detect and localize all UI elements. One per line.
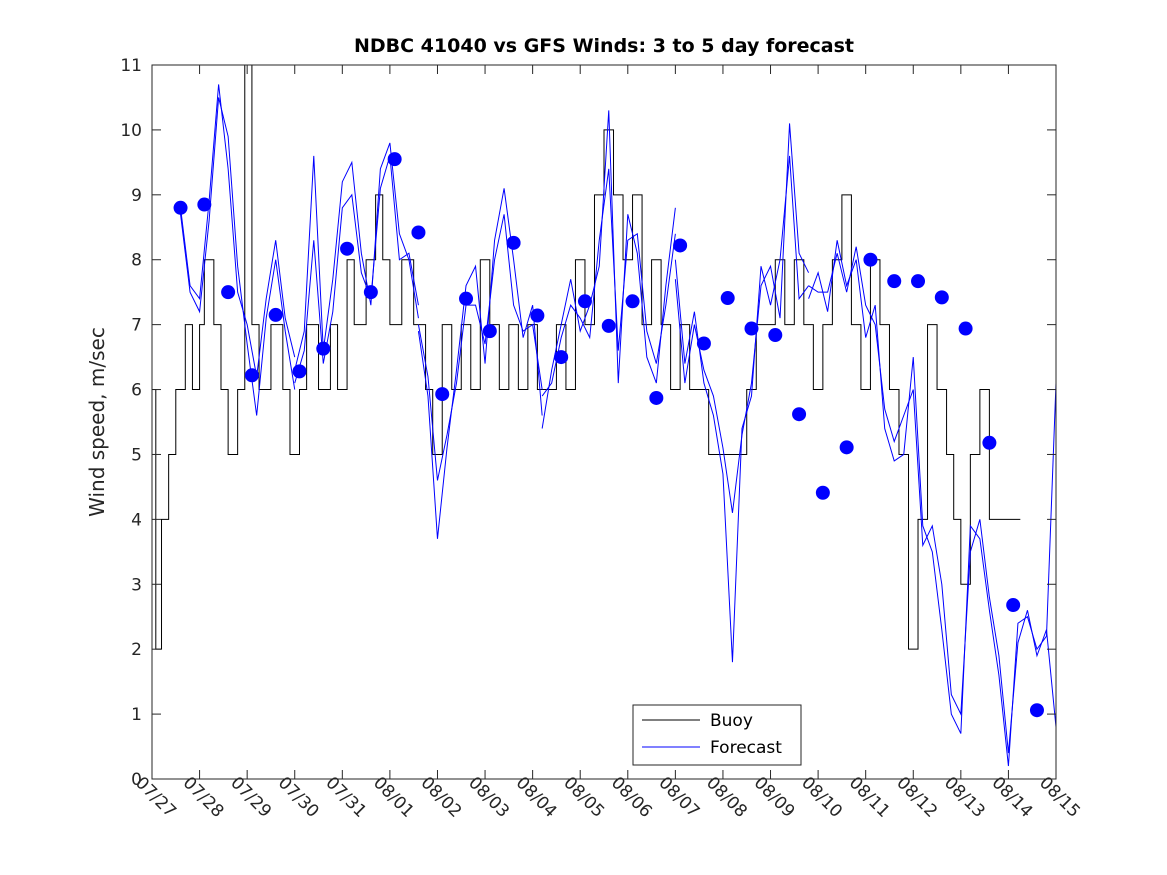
x-tick-label: 07/29 [226, 773, 275, 822]
x-tick-label: 08/10 [797, 773, 846, 822]
x-tick-label: 08/12 [892, 773, 941, 822]
forecast-marker [387, 152, 402, 167]
forecast-marker [839, 440, 854, 455]
forecast-marker [268, 307, 283, 322]
legend-forecast-label: Forecast [710, 738, 782, 758]
forecast-marker [530, 308, 545, 323]
y-tick-label: 7 [131, 316, 142, 336]
legend-buoy-label: Buoy [710, 711, 753, 731]
x-tick-label: 08/14 [988, 773, 1037, 822]
x-tick-label: 08/04 [512, 773, 561, 822]
legend: Buoy Forecast [632, 704, 802, 766]
forecast-marker [363, 285, 378, 300]
plot-frame [151, 64, 1057, 780]
x-tick-label: 07/31 [321, 773, 370, 822]
forecast-marker [554, 350, 569, 365]
forecast-marker [316, 341, 331, 356]
forecast-run-line [541, 110, 676, 429]
forecast-marker [435, 387, 450, 402]
legend-box [632, 704, 802, 766]
forecast-marker [673, 238, 688, 253]
forecast-run-line [417, 214, 543, 481]
forecast-marker [292, 364, 307, 379]
x-tick-label: 08/13 [940, 773, 989, 822]
forecast-marker [744, 321, 759, 336]
forecast-marker [982, 435, 997, 450]
y-tick-label: 2 [131, 640, 142, 660]
forecast-marker [173, 200, 188, 215]
forecast-marker [911, 274, 926, 289]
x-tick-label: 08/09 [750, 773, 799, 822]
forecast-marker [887, 274, 902, 289]
forecast-run-line [294, 155, 419, 384]
forecast-marker [601, 318, 616, 333]
forecast-marker [768, 328, 783, 343]
forecast-marker [934, 290, 949, 305]
forecast-marker [863, 252, 878, 267]
forecast-run-line [180, 97, 296, 416]
x-tick-label: 08/11 [845, 773, 894, 822]
forecast-marker [506, 235, 521, 250]
chart-title: NDBC 41040 vs GFS Winds: 3 to 5 day fore… [354, 35, 854, 57]
forecast-run-line [417, 188, 543, 539]
forecast-marker [1029, 703, 1044, 718]
y-tick-label: 0 [131, 770, 142, 790]
forecast-marker [459, 291, 474, 306]
forecast-run-line [674, 155, 809, 663]
forecast-marker [792, 407, 807, 422]
forecast-run-line [808, 246, 1057, 754]
y-tick-label: 9 [131, 186, 142, 206]
y-tick-label: 5 [131, 445, 142, 465]
forecast-series [180, 84, 1057, 767]
y-tick-label: 3 [131, 575, 142, 595]
forecast-markers [173, 152, 1044, 718]
forecast-marker [696, 336, 711, 351]
y-tick-label: 11 [120, 56, 142, 76]
y-tick-label: 6 [131, 381, 142, 401]
x-tick-label: 08/08 [702, 773, 751, 822]
forecast-marker [244, 368, 259, 383]
y-tick-label: 4 [131, 510, 142, 530]
forecast-marker [958, 321, 973, 336]
forecast-marker [815, 485, 830, 500]
x-tick-label: 08/06 [607, 773, 656, 822]
x-tick-label: 08/05 [559, 773, 608, 822]
x-tick-label: 07/30 [274, 773, 323, 822]
forecast-marker [649, 390, 664, 405]
forecast-marker [482, 324, 497, 339]
forecast-marker [625, 294, 640, 309]
x-tick-label: 08/02 [417, 773, 466, 822]
y-tick-label: 8 [131, 251, 142, 271]
y-tick-label: 1 [131, 705, 142, 725]
forecast-run-line [541, 168, 676, 397]
x-tick-label: 08/01 [369, 773, 418, 822]
y-axis-label: Wind speed, m/sec [85, 327, 109, 517]
forecast-marker [221, 285, 236, 300]
forecast-marker [197, 197, 212, 212]
forecast-marker [1006, 598, 1021, 613]
x-tick-label: 07/27 [131, 773, 180, 822]
forecast-marker [720, 291, 735, 306]
x-tick-label: 07/28 [179, 773, 228, 822]
x-tick-label: 08/15 [1035, 773, 1084, 822]
y-axis: 0 1 2 3 4 5 6 7 8 9 10 11 [120, 56, 1056, 790]
x-tick-label: 08/07 [655, 773, 704, 822]
forecast-marker [577, 294, 592, 309]
x-tick-label: 08/03 [464, 773, 513, 822]
forecast-marker [340, 241, 355, 256]
y-tick-label: 10 [120, 121, 142, 141]
forecast-marker [411, 225, 426, 240]
forecast-run-line [180, 84, 296, 377]
forecast-run-line [294, 142, 419, 371]
